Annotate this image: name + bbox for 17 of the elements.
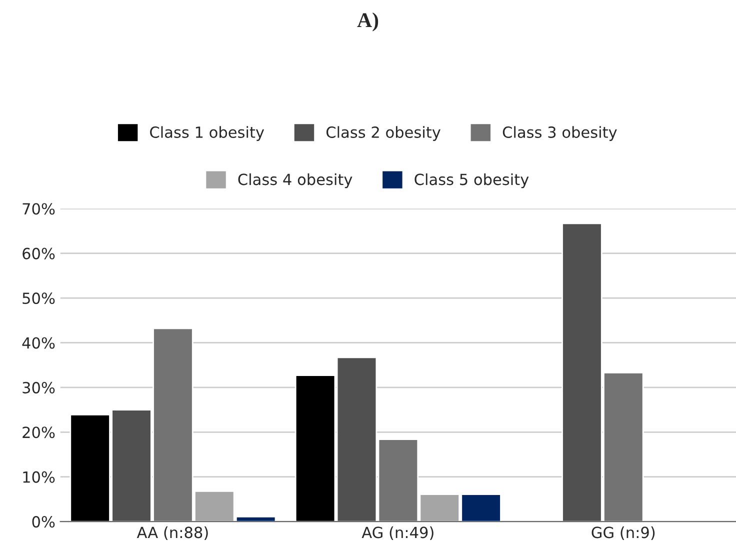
chart-title: A) [357, 12, 378, 32]
y-tick-label: 10% [23, 471, 55, 483]
y-tick-label: 0% [32, 516, 55, 528]
y-tick-label: 30% [22, 382, 55, 394]
legend-label: Class 4 obesity [238, 173, 352, 188]
legend-label: Class 1 obesity [150, 126, 264, 141]
y-tick-label: 60% [22, 248, 55, 260]
y-tick-label: 50% [22, 292, 55, 304]
legend-label: Class 3 obesity [502, 126, 617, 141]
y-tick-label: 40% [22, 337, 55, 349]
x-tick-label: GG (n:9) [592, 526, 655, 540]
legend-label: Class 5 obesity [414, 173, 529, 188]
x-tick-label: AA (n:88) [136, 526, 208, 540]
x-tick-label: AG (n:49) [362, 526, 434, 540]
y-tick-label: 70% [22, 203, 55, 215]
y-tick-label: 20% [22, 426, 55, 438]
legend-label: Class 2 obesity [326, 126, 440, 141]
